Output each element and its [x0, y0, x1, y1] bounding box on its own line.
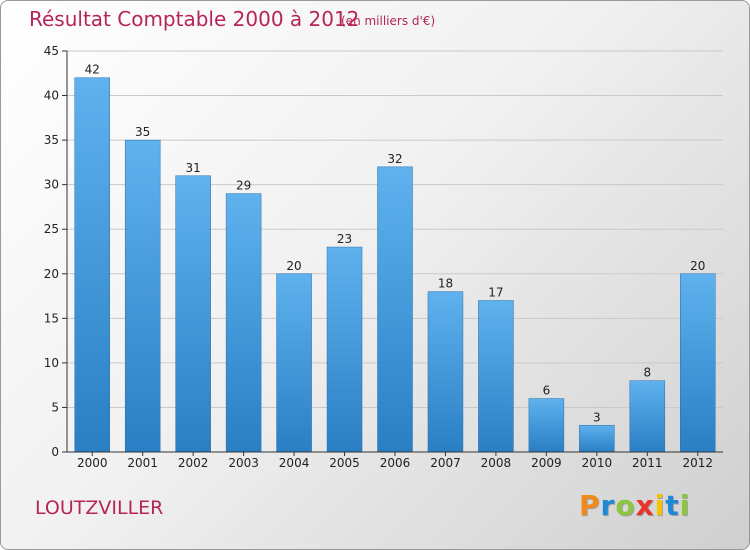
commune-name: LOUTZVILLER: [35, 497, 164, 519]
y-tick-label: 10: [44, 356, 59, 370]
x-tick-label: 2011: [632, 456, 663, 470]
bar: [478, 300, 514, 453]
y-tick-label: 45: [44, 44, 59, 58]
axes: [62, 50, 723, 456]
bar-value-label: 32: [387, 152, 402, 166]
y-tick-label: 25: [44, 222, 59, 236]
bar-value-label: 18: [438, 277, 453, 291]
bar: [680, 273, 716, 453]
bar: [326, 246, 363, 453]
logo-letter: o: [615, 489, 636, 522]
x-tick-label: 2012: [682, 456, 713, 470]
bar: [124, 139, 161, 453]
x-tick-label: 2006: [380, 456, 411, 470]
x-tick-label: 2008: [481, 456, 512, 470]
y-tick-label: 30: [44, 178, 59, 192]
bar-value-label: 3: [593, 410, 601, 424]
logo-letter: P: [579, 489, 601, 522]
bar-value-label: 31: [186, 161, 201, 175]
logo-letter: t: [665, 489, 680, 522]
bar: [276, 273, 312, 453]
y-tick-label: 35: [44, 133, 59, 147]
x-tick-label: 2005: [329, 456, 360, 470]
y-tick-label: 20: [44, 267, 59, 281]
bar: [225, 193, 262, 453]
x-tick-label: 2010: [582, 456, 613, 470]
x-tick-label: 2007: [430, 456, 461, 470]
bar-value-label: 29: [236, 179, 251, 193]
bars: [74, 77, 716, 453]
bar-value-label: 23: [337, 232, 352, 246]
bar: [629, 380, 666, 453]
y-tick-label: 0: [51, 445, 59, 459]
logo-letter: r: [600, 489, 616, 522]
labels: 0 5 10 15 20 25 30 35 40 45 42 2000 35 2001 31 2002 29 20…: [44, 44, 713, 470]
proxiti-logo[interactable]: Proxiti: [579, 489, 690, 522]
bar-value-label: 35: [135, 125, 150, 139]
x-tick-label: 2004: [279, 456, 310, 470]
chart-subtitle: (en milliers d'€): [341, 14, 436, 28]
bar: [427, 291, 464, 453]
bar: [74, 77, 110, 453]
y-tick-label: 40: [44, 89, 59, 103]
bar-value-label: 20: [286, 259, 301, 273]
bar-value-label: 42: [85, 63, 100, 77]
x-tick-label: 2002: [178, 456, 209, 470]
y-tick-label: 15: [44, 311, 59, 325]
logo-letter: i: [654, 489, 666, 522]
logo-letter: i: [679, 489, 691, 522]
bar-value-label: 17: [488, 286, 503, 300]
bar-value-label: 20: [690, 259, 705, 273]
bar: [377, 166, 413, 453]
bar: [528, 398, 565, 453]
x-tick-label: 2001: [127, 456, 158, 470]
x-tick-label: 2000: [77, 456, 108, 470]
bar: [175, 175, 211, 453]
bar-value-label: 8: [643, 366, 651, 380]
chart-title: Résultat Comptable 2000 à 2012: [29, 7, 360, 31]
x-tick-label: 2009: [531, 456, 562, 470]
y-tick-label: 5: [51, 400, 59, 414]
bar: [579, 425, 615, 453]
x-tick-label: 2003: [228, 456, 259, 470]
bar-value-label: 6: [543, 384, 551, 398]
logo-letter: x: [635, 489, 655, 522]
